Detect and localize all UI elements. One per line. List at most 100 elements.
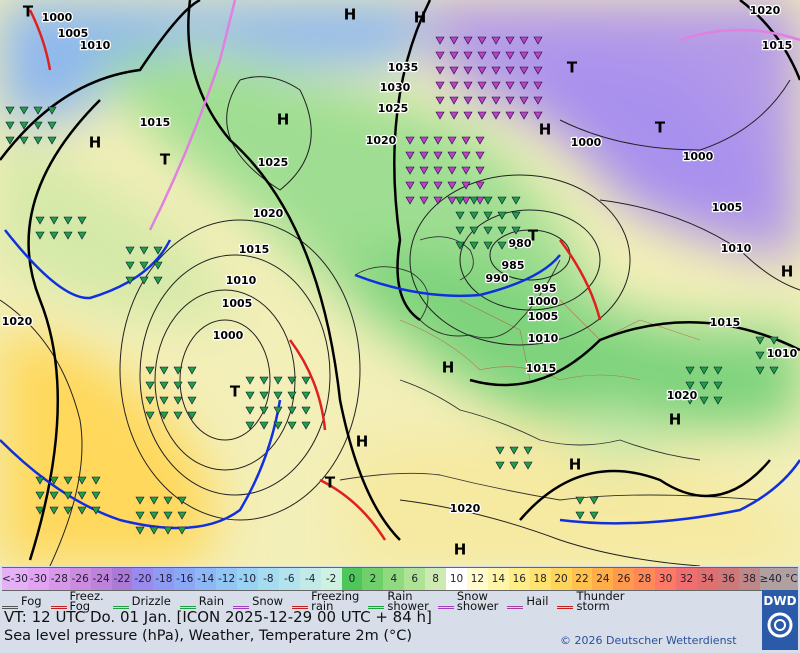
logo-text: DWD	[763, 594, 797, 608]
weather-symbol	[301, 421, 311, 430]
weather-symbol	[477, 66, 487, 75]
legend-item: Rain	[179, 590, 224, 612]
isobars	[0, 76, 800, 566]
isobar-label: 1015	[762, 39, 793, 52]
weather-symbol	[173, 366, 183, 375]
weather-symbol	[145, 381, 155, 390]
weather-symbol	[259, 421, 269, 430]
weather-symbol	[301, 391, 311, 400]
pressure-center: H	[454, 541, 467, 559]
weather-symbol	[475, 151, 485, 160]
pressure-center: H	[669, 411, 682, 429]
pressure-center: H	[539, 121, 552, 139]
legend-item: Rain shower	[368, 590, 429, 612]
isobar-label: 1020	[253, 207, 284, 220]
isobar-label: 1005	[222, 297, 253, 310]
weather-symbol	[519, 36, 529, 45]
weather-symbol	[145, 411, 155, 420]
weather-symbol	[755, 366, 765, 375]
pressure-center: H	[344, 6, 357, 24]
legend-text: Thunder storm	[576, 590, 624, 612]
isobar-label: 1020	[750, 4, 781, 17]
legend-label: Rain	[387, 589, 413, 603]
weather-symbol	[125, 276, 135, 285]
valid-time: VT: 12 UTC Do. 01 Jan. [ICON 2025-12-29 …	[4, 608, 432, 626]
weather-symbol	[533, 36, 543, 45]
weather-symbol	[447, 166, 457, 175]
weather-symbol	[475, 196, 485, 205]
weather-symbol	[35, 231, 45, 240]
legend-label: shower	[387, 599, 429, 613]
isobar-label: 990	[486, 272, 509, 285]
weather-symbol	[511, 241, 521, 250]
weather-symbol	[273, 421, 283, 430]
weather-symbol	[449, 81, 459, 90]
legend-text: Freezing rain	[311, 590, 359, 612]
legend-label: Fog	[21, 594, 42, 608]
weather-symbol	[491, 111, 501, 120]
pressure-center: T	[230, 383, 241, 401]
weather-symbol	[495, 461, 505, 470]
pressure-center: T	[160, 151, 171, 169]
weather-symbol	[461, 151, 471, 160]
weather-symbol	[287, 421, 297, 430]
pressure-center: T	[567, 59, 578, 77]
weather-symbol	[491, 36, 501, 45]
legend-symbol	[557, 594, 574, 609]
legend-item: Snow	[233, 590, 283, 612]
legend-symbol	[179, 594, 196, 609]
weather-symbol	[33, 136, 43, 145]
dwd-logo[interactable]: DWD	[762, 590, 798, 650]
weather-symbol	[475, 181, 485, 190]
weather-symbol	[139, 261, 149, 270]
weather-symbol	[463, 96, 473, 105]
weather-symbol	[433, 181, 443, 190]
weather-symbol	[685, 366, 695, 375]
scale-cell: -22	[111, 568, 133, 590]
weather-symbol	[173, 411, 183, 420]
weather-symbol	[125, 246, 135, 255]
isobar-label: 1015	[526, 362, 557, 375]
weather-symbol	[259, 376, 269, 385]
scale-cell: 28	[634, 568, 656, 590]
weather-symbol	[19, 121, 29, 130]
weather-symbol	[477, 111, 487, 120]
scale-cell: -30	[27, 568, 49, 590]
weather-symbol	[153, 261, 163, 270]
isobar-label: 1000	[213, 329, 244, 342]
weather-symbol	[477, 51, 487, 60]
weather-symbol	[47, 106, 57, 115]
weather-symbol	[491, 81, 501, 90]
weather-symbol	[419, 151, 429, 160]
weather-symbol	[685, 381, 695, 390]
weather-symbol	[469, 196, 479, 205]
legend-item: Fog	[2, 590, 42, 612]
weather-symbol	[49, 216, 59, 225]
weather-symbol	[497, 241, 507, 250]
scale-cell: <-30	[2, 568, 28, 590]
scale-cell: 0	[341, 568, 363, 590]
isobar-label: 1010	[767, 347, 798, 360]
weather-symbol	[469, 211, 479, 220]
weather-symbol	[145, 366, 155, 375]
weather-symbol	[491, 51, 501, 60]
legend-symbol	[292, 594, 309, 609]
pressure-center: T	[23, 3, 34, 21]
isobar-label: 1015	[239, 243, 270, 256]
weather-symbol	[139, 276, 149, 285]
weather-symbol	[463, 51, 473, 60]
legend-text: Rain	[199, 595, 224, 607]
weather-symbol	[405, 136, 415, 145]
temperature-scale: <-30 -30 -28 -26 -24 -22 -20 -18 -16 -14 -12 -10 -8-…	[2, 567, 798, 591]
weather-symbol	[149, 526, 159, 535]
scale-cell: 30	[655, 568, 677, 590]
legend-label: Snow	[252, 594, 284, 608]
scale-cell: 18	[529, 568, 551, 590]
weather-symbol	[699, 366, 709, 375]
isobar-label: 980	[509, 237, 532, 250]
weather-symbol	[435, 36, 445, 45]
scale-cell: 16	[508, 568, 530, 590]
weather-symbol	[91, 491, 101, 500]
weather-symbol	[449, 36, 459, 45]
legend-text: Snow	[252, 594, 284, 608]
